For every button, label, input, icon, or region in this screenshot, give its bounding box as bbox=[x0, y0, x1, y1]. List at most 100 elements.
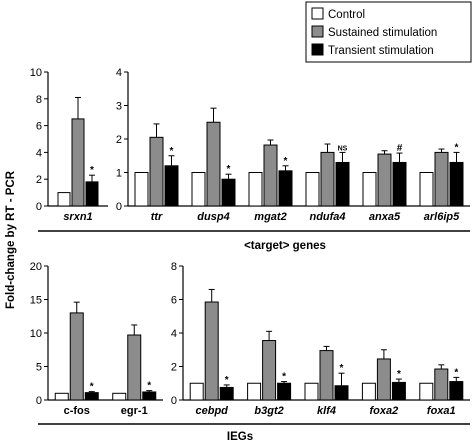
y-axis-label: Fold-change by RT - PCR bbox=[5, 170, 17, 309]
bar-klf4-control bbox=[304, 382, 319, 401]
bar-dusp4-control bbox=[191, 172, 206, 207]
bar-mgat2-control bbox=[248, 172, 263, 207]
category-label-egr-1: egr-1 bbox=[121, 405, 148, 417]
bar-ndufa4-sustained-stimulation bbox=[320, 151, 335, 207]
category-label-b3gt2: b3gt2 bbox=[254, 405, 283, 417]
significance-mgat2: * bbox=[284, 156, 288, 167]
legend-box bbox=[305, 1, 472, 63]
bar-mgat2-transient-stimulation bbox=[278, 170, 293, 207]
y-tick-label-20: 20 bbox=[30, 261, 42, 273]
y-tick-label-2: 2 bbox=[171, 362, 177, 374]
y-tick-label-5: 5 bbox=[36, 362, 42, 374]
significance-foxa1: * bbox=[454, 367, 458, 378]
y-tick-label-4: 4 bbox=[36, 147, 42, 159]
bar-srxn1-transient-stimulation bbox=[85, 181, 99, 207]
legend-label-transient-stimulation: Transient stimulation bbox=[328, 45, 434, 57]
y-tick-label-0: 0 bbox=[171, 395, 177, 407]
bar-ttr-sustained-stimulation bbox=[149, 136, 164, 207]
category-label-c-fos: c-fos bbox=[64, 405, 90, 417]
y-tick-label-0: 0 bbox=[116, 201, 122, 213]
y-tick-label-8: 8 bbox=[36, 94, 42, 106]
group-label-iegs: IEGs bbox=[227, 431, 253, 443]
legend-swatch-sustained-stimulation bbox=[311, 25, 324, 38]
category-label-cebpd: cebpd bbox=[195, 405, 228, 417]
significance-ttr: * bbox=[170, 146, 174, 157]
y-tick-label-15: 15 bbox=[30, 295, 42, 307]
significance-ndufa4: NS bbox=[338, 145, 348, 152]
bar-egr-1-transient-stimulation bbox=[142, 391, 157, 401]
bar-cebpd-sustained-stimulation bbox=[204, 301, 219, 401]
bar-egr-1-sustained-stimulation bbox=[127, 334, 142, 401]
bar-ndufa4-control bbox=[305, 172, 320, 207]
significance-foxa2: * bbox=[397, 369, 401, 380]
bar-b3gt2-control bbox=[247, 382, 262, 401]
y-tick-label-2: 2 bbox=[116, 134, 122, 146]
y-tick-label-8: 8 bbox=[171, 261, 177, 273]
y-tick-label-0: 0 bbox=[36, 395, 42, 407]
bar-arl6ip5-transient-stimulation bbox=[449, 161, 464, 207]
bar-c-fos-control bbox=[54, 392, 69, 401]
y-tick-label-4: 4 bbox=[171, 328, 177, 340]
y-tick-label-1: 1 bbox=[116, 168, 122, 180]
bar-foxa2-control bbox=[361, 382, 376, 401]
bar-foxa1-transient-stimulation bbox=[449, 381, 464, 401]
panel-bottom-right: 0 2 4 6 8 * cebpd * b3gt2 * klf4 * foxa2 * foxa1 bbox=[171, 261, 470, 417]
bar-klf4-transient-stimulation bbox=[334, 385, 349, 401]
bar-foxa2-sustained-stimulation bbox=[376, 358, 391, 401]
y-tick-label-10: 10 bbox=[30, 67, 42, 79]
bar-arl6ip5-control bbox=[419, 172, 434, 207]
legend-label-sustained-stimulation: Sustained stimulation bbox=[328, 27, 437, 39]
bar-anxa5-transient-stimulation bbox=[392, 161, 407, 207]
legend: Control Sustained stimulation Transient st… bbox=[305, 1, 472, 63]
y-tick-label-0: 0 bbox=[36, 201, 42, 213]
panel-top-right: 0 1 2 3 4 * ttr * dusp4 * mgat2 NS ndufa4 # anxa5 * arl6… bbox=[116, 67, 470, 223]
bar-cebpd-control bbox=[189, 382, 204, 401]
category-label-arl6ip5: arl6ip5 bbox=[424, 211, 460, 223]
panel-bottom-left: 0 5 10 15 20 * c-fos * egr-1 bbox=[30, 261, 163, 417]
significance-anxa5: # bbox=[397, 143, 403, 154]
bar-c-fos-sustained-stimulation bbox=[69, 312, 84, 401]
bar-dusp4-sustained-stimulation bbox=[206, 121, 221, 207]
significance-dusp4: * bbox=[227, 164, 231, 175]
bar-ndufa4-transient-stimulation bbox=[335, 161, 350, 207]
significance-c-fos: * bbox=[90, 382, 94, 393]
category-label-mgat2: mgat2 bbox=[254, 211, 286, 223]
bar-klf4-sustained-stimulation bbox=[319, 350, 334, 401]
bar-arl6ip5-sustained-stimulation bbox=[434, 151, 449, 207]
significance-egr-1: * bbox=[147, 381, 151, 392]
y-tick-label-2: 2 bbox=[36, 174, 42, 186]
category-label-srxn1: srxn1 bbox=[63, 211, 92, 223]
y-tick-label-10: 10 bbox=[30, 328, 42, 340]
legend-label-control: Control bbox=[328, 9, 365, 21]
significance-cebpd: * bbox=[225, 375, 229, 386]
y-tick-label-6: 6 bbox=[36, 121, 42, 133]
y-tick-label-6: 6 bbox=[171, 295, 177, 307]
category-label-ndufa4: ndufa4 bbox=[309, 211, 345, 223]
significance-b3gt2: * bbox=[282, 372, 286, 383]
bar-c-fos-transient-stimulation bbox=[84, 392, 99, 401]
bar-srxn1-control bbox=[57, 192, 71, 207]
panel-top-left: 0 2 4 6 8 10 * srxn1 bbox=[30, 67, 108, 223]
bar-ttr-transient-stimulation bbox=[164, 165, 179, 207]
category-label-foxa2: foxa2 bbox=[370, 405, 399, 417]
bar-foxa2-transient-stimulation bbox=[391, 381, 406, 401]
bar-dusp4-transient-stimulation bbox=[221, 178, 236, 207]
bar-anxa5-sustained-stimulation bbox=[377, 153, 392, 207]
bar-cebpd-transient-stimulation bbox=[219, 386, 234, 401]
category-label-foxa1: foxa1 bbox=[427, 405, 456, 417]
legend-swatch-transient-stimulation bbox=[311, 43, 324, 56]
bar-foxa1-control bbox=[419, 382, 434, 401]
significance-arl6ip5: * bbox=[455, 142, 459, 153]
category-label-klf4: klf4 bbox=[317, 405, 336, 417]
category-label-ttr: ttr bbox=[151, 211, 163, 223]
significance-srxn1: * bbox=[90, 165, 94, 176]
bar-foxa1-sustained-stimulation bbox=[434, 368, 449, 401]
bar-srxn1-sustained-stimulation bbox=[71, 118, 85, 207]
bar-mgat2-sustained-stimulation bbox=[263, 144, 278, 207]
bar-ttr-control bbox=[134, 172, 149, 207]
significance-klf4: * bbox=[340, 363, 344, 374]
legend-swatch-control bbox=[311, 7, 324, 20]
y-tick-label-3: 3 bbox=[116, 101, 122, 113]
bar-anxa5-control bbox=[362, 172, 377, 207]
